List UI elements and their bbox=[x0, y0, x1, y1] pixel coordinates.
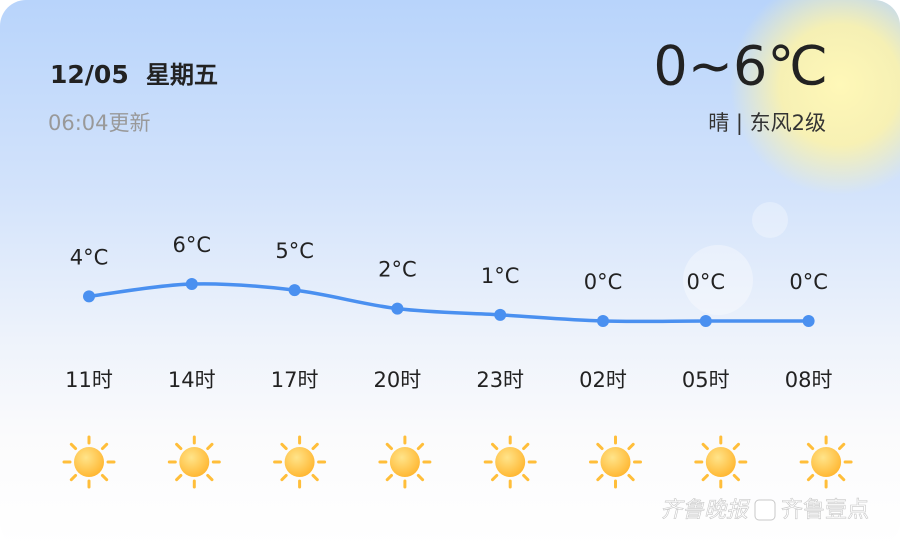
sun-icon bbox=[74, 447, 104, 477]
temp-point bbox=[391, 302, 404, 315]
watermark: 齐鲁壹点 bbox=[781, 498, 869, 523]
temp-label: 0°C bbox=[789, 270, 828, 294]
sun-icon bbox=[600, 447, 631, 477]
sun-ray bbox=[311, 473, 319, 482]
temp-point bbox=[288, 284, 301, 297]
sun-ray bbox=[806, 473, 815, 482]
temp-label: 1°C bbox=[481, 264, 520, 288]
temp-point bbox=[494, 308, 507, 321]
temp-label: 5°C bbox=[275, 239, 314, 263]
temp-point bbox=[597, 315, 609, 327]
sun-ray bbox=[522, 473, 530, 482]
temp-label: 0°C bbox=[584, 270, 623, 294]
sun-ray bbox=[806, 442, 815, 451]
hour-label: 17时 bbox=[271, 368, 319, 392]
sun-ray bbox=[69, 473, 78, 482]
hour-label: 05时 bbox=[682, 368, 730, 392]
temp-point bbox=[83, 290, 95, 303]
temp-line bbox=[88, 282, 809, 324]
sun-glow bbox=[730, 0, 900, 195]
sun-ray bbox=[280, 473, 288, 482]
watermark-icon bbox=[754, 499, 776, 521]
sun-ray bbox=[311, 442, 319, 451]
sun-ray bbox=[596, 473, 604, 482]
sun-ray bbox=[175, 473, 183, 482]
watermark: 齐鲁晚报 bbox=[660, 498, 751, 523]
sun-icon bbox=[705, 447, 736, 477]
sun-ray bbox=[175, 442, 183, 451]
flare bbox=[683, 245, 753, 315]
sun-ray bbox=[416, 473, 425, 482]
temp-point bbox=[699, 315, 712, 327]
sun-ray bbox=[206, 442, 214, 451]
sun-ray bbox=[522, 442, 530, 451]
hour-label: 14时 bbox=[168, 368, 216, 392]
update-time: 06:04更新 bbox=[48, 111, 151, 135]
sun-icon bbox=[284, 447, 315, 477]
sun-ray bbox=[100, 442, 109, 451]
temp-label: 6°C bbox=[173, 233, 212, 257]
sun-ray bbox=[100, 473, 109, 482]
sun-ray bbox=[701, 442, 709, 451]
sun-ray bbox=[206, 473, 214, 482]
sun-icon bbox=[389, 447, 420, 477]
sun-ray bbox=[627, 442, 635, 451]
temp-label: 2°C bbox=[378, 258, 417, 282]
sun-ray bbox=[732, 442, 740, 451]
date: 12/05 bbox=[50, 60, 129, 89]
sun-ray bbox=[838, 473, 846, 482]
sun-icon bbox=[811, 447, 842, 477]
weekday: 星期五 bbox=[146, 61, 218, 89]
sun-ray bbox=[491, 473, 499, 482]
sun-ray bbox=[701, 473, 709, 482]
sun-icon bbox=[179, 447, 210, 477]
hour-label: 08时 bbox=[785, 368, 833, 392]
hour-label: 23时 bbox=[476, 368, 524, 392]
sun-icon bbox=[495, 447, 526, 477]
temp-label: 0°C bbox=[687, 270, 726, 294]
sun-ray bbox=[596, 442, 604, 451]
temp-point bbox=[802, 315, 815, 327]
temp-point bbox=[185, 278, 198, 290]
sun-ray bbox=[280, 442, 288, 451]
sun-ray bbox=[491, 442, 499, 451]
flare bbox=[752, 202, 788, 238]
sun-ray bbox=[627, 473, 635, 482]
hour-label: 11时 bbox=[65, 368, 113, 392]
sun-ray bbox=[69, 442, 78, 451]
sun-ray bbox=[385, 473, 393, 482]
hour-label: 02时 bbox=[579, 368, 627, 392]
sun-ray bbox=[416, 442, 425, 451]
condition: 晴 | 东风2级 bbox=[708, 111, 826, 136]
sun-ray bbox=[385, 442, 393, 451]
temp-label: 4°C bbox=[70, 245, 109, 269]
sun-ray bbox=[838, 442, 846, 451]
hour-label: 20时 bbox=[374, 368, 422, 392]
temp-range: 0~6℃ bbox=[653, 35, 828, 98]
sun-ray bbox=[732, 473, 740, 482]
